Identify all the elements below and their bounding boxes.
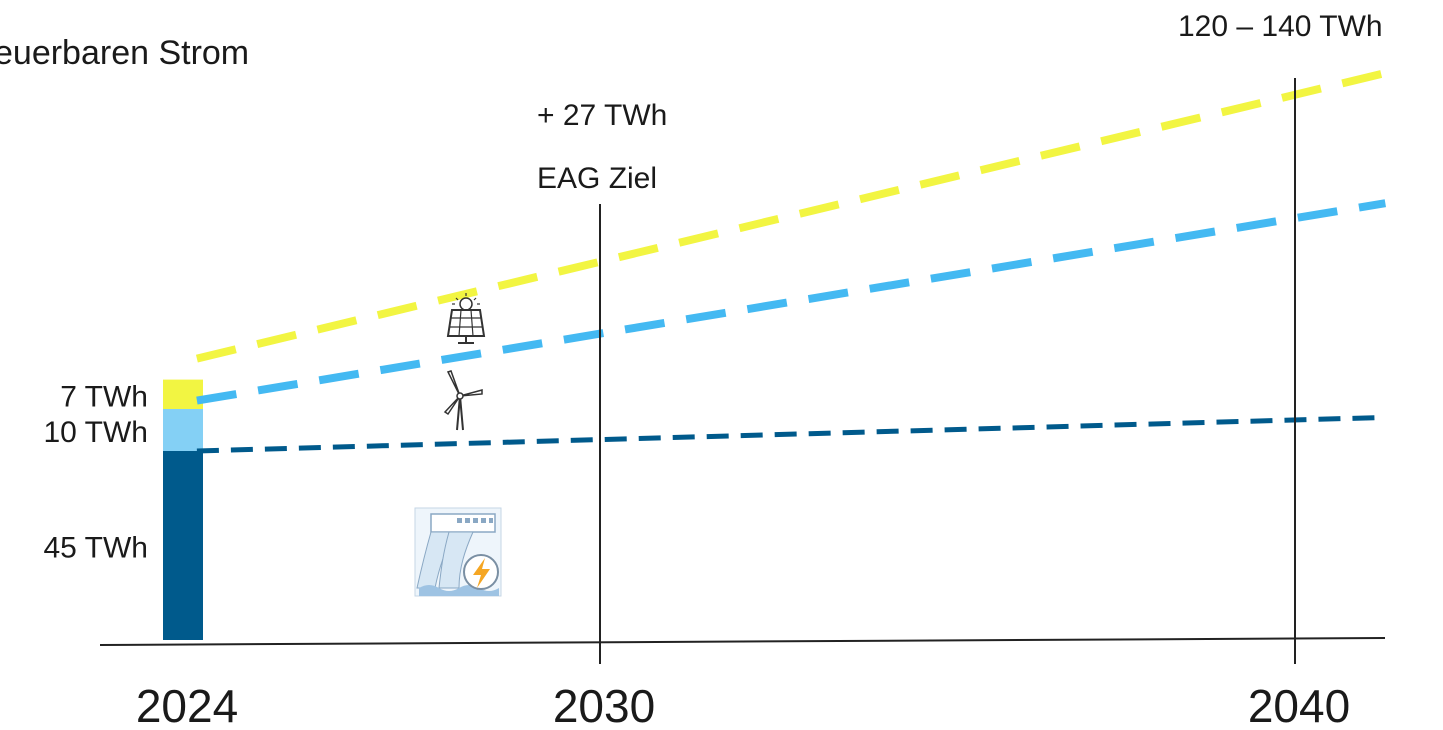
chart-title: euerbaren Strom (0, 34, 249, 72)
target-markers: + 27 TWh EAG Ziel 120 – 140 TWh (537, 10, 1383, 664)
bar-segment-label-1: 10 TWh (44, 416, 149, 449)
solar-panel-icon (446, 293, 486, 344)
series-line-solar (195, 69, 1387, 363)
x-tick-label-2040: 2040 (1248, 680, 1350, 730)
bar-segment-label-2: 7 TWh (60, 380, 148, 413)
x-tick-labels: 2024 2030 2040 (136, 680, 1350, 730)
x-tick-label-2030: 2030 (553, 680, 655, 730)
wind-turbine-icon (443, 370, 483, 431)
marker-label-bottom-2030: EAG Ziel (537, 162, 657, 195)
x-axis (99, 637, 1386, 646)
bar-segment-label-0: 45 TWh (44, 532, 149, 565)
bar-segment-0 (163, 451, 203, 640)
marker-label-top-2030: + 27 TWh (537, 99, 667, 132)
series-line-hydro (196, 414, 1386, 454)
bar-segment-2 (163, 379, 203, 409)
series-lines (195, 69, 1387, 454)
x-tick-label-2024: 2024 (136, 680, 238, 730)
bar-segment-1 (163, 409, 203, 451)
hydropower-icon (414, 507, 502, 597)
series-line-wind (196, 199, 1387, 405)
marker-label-top-2040: 120 – 140 TWh (1178, 10, 1383, 43)
